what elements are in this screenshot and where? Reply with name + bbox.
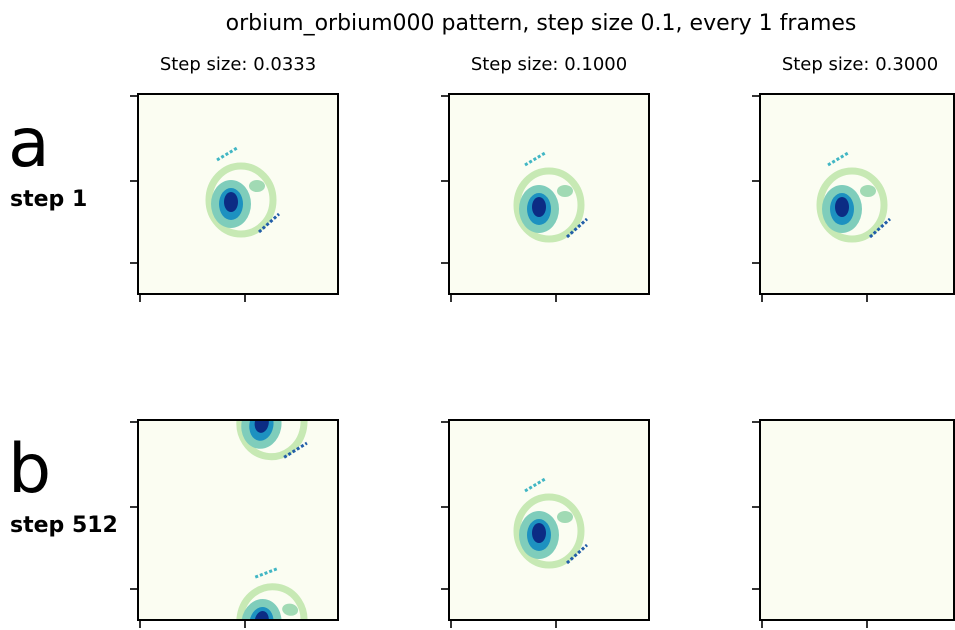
panel-frame xyxy=(759,93,955,295)
panel-frame xyxy=(759,419,955,621)
pattern-spot xyxy=(281,404,299,419)
column-title: Step size: 0.1000 xyxy=(471,54,627,75)
row-letter: a xyxy=(8,104,50,183)
pattern-edge xyxy=(283,441,308,459)
pattern-body xyxy=(241,599,282,620)
pattern xyxy=(205,146,281,238)
pattern-center xyxy=(224,192,238,212)
pattern-spot xyxy=(860,185,876,197)
pattern-center xyxy=(532,197,546,217)
pattern-ring xyxy=(205,162,277,238)
pattern-edge xyxy=(565,543,589,565)
pattern-edge xyxy=(868,217,892,239)
row-label: step 1 xyxy=(10,187,87,212)
pattern-spot xyxy=(557,185,573,197)
pattern-center xyxy=(254,611,269,620)
pattern-edge xyxy=(257,212,281,234)
row-letter: b xyxy=(8,430,51,509)
pattern-center xyxy=(254,420,269,433)
pattern-edge xyxy=(524,151,546,167)
panel-image xyxy=(236,367,308,620)
pattern-ring xyxy=(513,493,585,569)
pattern-ring xyxy=(236,583,308,620)
pattern xyxy=(513,151,589,243)
panel-image xyxy=(205,146,281,238)
pattern xyxy=(236,567,308,620)
row-label: step 512 xyxy=(10,513,118,538)
panel-image xyxy=(816,151,892,243)
figure-title: orbium_orbium000 pattern, step size 0.1,… xyxy=(226,11,857,36)
panel-frame xyxy=(137,93,339,295)
panel-image xyxy=(513,477,589,569)
panel-image xyxy=(513,151,589,243)
panel-bg xyxy=(138,420,338,620)
pattern-spot xyxy=(557,511,573,523)
pattern-spot xyxy=(249,180,265,192)
pattern-edge xyxy=(565,217,589,239)
pattern-edge xyxy=(827,151,849,167)
panel-frame xyxy=(448,93,650,295)
pattern xyxy=(513,477,589,569)
panel-frame xyxy=(448,419,650,621)
pattern-edge xyxy=(524,477,546,493)
pattern-ring xyxy=(513,167,585,243)
pattern xyxy=(816,151,892,243)
pattern-center xyxy=(532,523,546,543)
column-title: Step size: 0.3000 xyxy=(782,54,938,75)
pattern-edge xyxy=(254,567,278,579)
pattern-spot xyxy=(282,603,299,616)
pattern xyxy=(236,367,308,461)
column-title: Step size: 0.0333 xyxy=(160,54,316,75)
panel-bg xyxy=(760,420,955,620)
pattern-ring xyxy=(816,167,888,243)
pattern-edge xyxy=(216,146,238,162)
pattern-center xyxy=(835,197,849,217)
panel-frame xyxy=(137,419,339,621)
pattern-edge xyxy=(255,367,277,382)
pattern-ring xyxy=(236,420,308,461)
